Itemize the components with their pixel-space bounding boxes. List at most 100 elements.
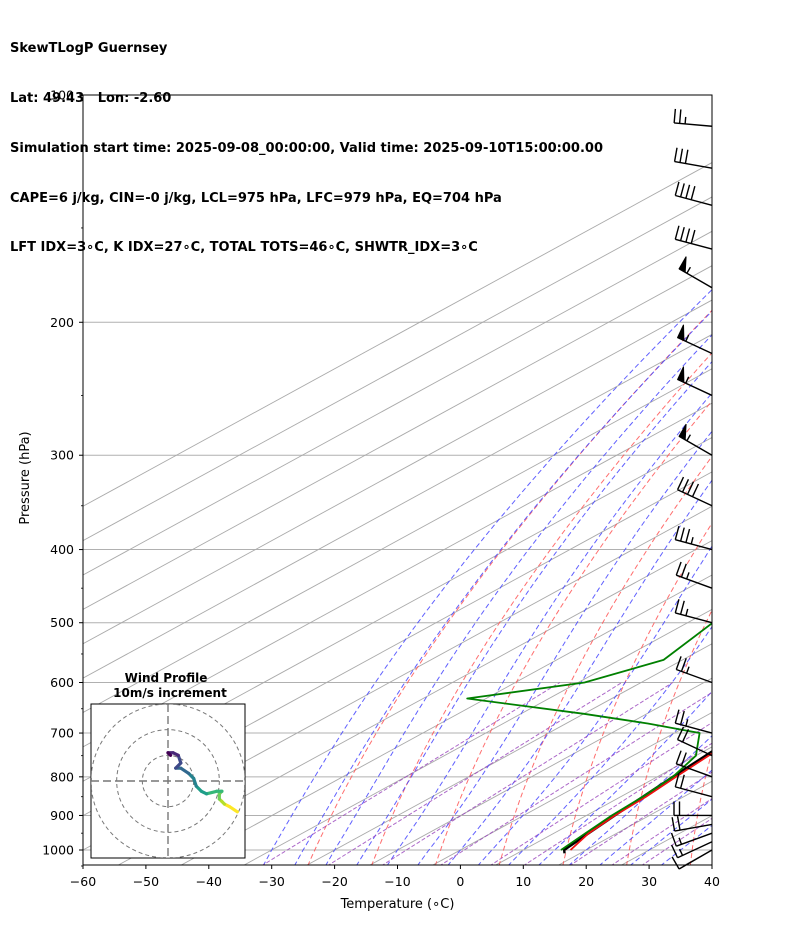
parcel-profile-line	[563, 750, 712, 854]
wind-barb	[673, 147, 713, 169]
barb-half	[685, 334, 690, 342]
barb-full	[680, 657, 687, 672]
simulation-time-line: Simulation start time: 2025-09-08_00:00:…	[10, 140, 603, 156]
y-tick-label: 500	[50, 615, 74, 630]
dry-adiabat-line	[498, 455, 712, 865]
wind-barb	[676, 366, 713, 397]
barb-full	[690, 186, 696, 200]
barb-pennant	[678, 423, 687, 441]
barb-staff	[675, 539, 713, 551]
x-axis-label: Temperature (∘C)	[340, 897, 455, 912]
dry-adiabat-line	[307, 309, 712, 865]
isotherm-line	[432, 712, 712, 865]
mixing-ratio-line	[261, 682, 561, 865]
dry-adiabat-line	[754, 95, 794, 866]
barb-full	[675, 561, 682, 576]
isotherm-line	[83, 196, 712, 542]
barb-full	[679, 527, 685, 542]
dry-adiabat-line	[562, 522, 712, 865]
mixing-ratio-line	[490, 722, 712, 865]
wind-barb	[676, 324, 713, 355]
barb-full	[674, 709, 680, 724]
barb-staff	[678, 849, 713, 870]
barb-pennant	[676, 366, 685, 384]
barb-staff	[677, 841, 713, 859]
mixing-ratio-line	[439, 691, 712, 865]
moist-adiabat-line	[294, 310, 712, 865]
hodograph-segment	[166, 751, 173, 757]
hodograph-plot	[91, 704, 245, 858]
barb-full	[679, 710, 685, 725]
barb-full	[679, 183, 685, 198]
barb-staff	[675, 238, 713, 250]
hodograph-segment	[204, 789, 219, 796]
dry-adiabat-line	[626, 608, 712, 865]
barb-full	[674, 773, 680, 788]
barb-full	[674, 526, 680, 540]
barb-staff	[677, 489, 713, 507]
moist-adiabat-line	[262, 288, 712, 865]
barb-full	[681, 479, 690, 493]
chart-title: SkewTLogP Guernsey	[10, 41, 168, 57]
x-tick-label: −60	[70, 874, 96, 889]
barb-half	[686, 434, 691, 442]
wind-barb	[671, 841, 713, 859]
moist-adiabat-line	[386, 392, 712, 865]
barb-full	[675, 750, 682, 765]
wind-barb	[671, 849, 713, 870]
isotherm-line	[620, 815, 712, 865]
isotherm-line	[306, 643, 712, 865]
isotherm-line	[243, 608, 712, 865]
barb-half	[690, 537, 694, 545]
isotherm-line	[83, 265, 712, 610]
barb-pennant	[676, 324, 685, 342]
moist-adiabat-line	[477, 545, 712, 865]
moist-adiabat-line	[507, 625, 712, 865]
hodograph-title: Wind Profile	[125, 671, 208, 685]
wind-barb	[673, 801, 712, 817]
barb-full	[685, 184, 691, 199]
dewpoint-profile-line	[466, 622, 712, 851]
barb-full	[671, 844, 679, 859]
barb-full	[671, 856, 680, 870]
wind-barb	[671, 816, 713, 832]
axes: −60 −50 −40 −30 −20 −10 0 10 20 30 40 1000 900 800 700…	[18, 88, 720, 913]
x-tick-label: 20	[578, 874, 594, 889]
moist-adiabat-line	[660, 824, 712, 865]
x-tick-label: −20	[321, 874, 347, 889]
barb-full	[670, 832, 677, 847]
barb-full	[686, 481, 695, 495]
profiles	[466, 622, 712, 854]
barb-full	[690, 229, 696, 244]
barb-full	[674, 181, 680, 196]
x-tick-label: 10	[515, 874, 531, 889]
barb-half	[678, 848, 684, 856]
wind-barb	[676, 726, 713, 757]
barb-staff	[675, 786, 713, 798]
mixing-ratio-line	[569, 771, 712, 865]
wind-barb	[676, 476, 713, 507]
barb-full	[679, 148, 684, 163]
isotherm-line	[83, 505, 712, 851]
barb-full	[673, 108, 677, 124]
y-tick-label: 800	[50, 769, 74, 784]
barb-full	[681, 728, 690, 743]
x-tick-label: 40	[704, 874, 720, 889]
x-tick-label: −40	[196, 874, 222, 889]
barb-full	[685, 528, 691, 543]
barb-full	[674, 599, 680, 614]
barb-full	[675, 656, 682, 670]
barb-staff	[676, 832, 713, 847]
barb-staff	[676, 574, 713, 589]
mixing-ratio-line	[327, 682, 623, 865]
moist-adiabat-line	[325, 334, 712, 865]
wind-barb	[674, 709, 713, 734]
barb-staff	[674, 122, 713, 127]
wind-barb	[678, 256, 713, 289]
barb-full	[679, 226, 685, 241]
barb-full	[671, 817, 676, 832]
mixing-ratio-line	[641, 817, 712, 865]
moist-adiabat-line	[417, 430, 712, 865]
isotherm-line	[369, 677, 712, 865]
barb-full	[685, 228, 691, 243]
